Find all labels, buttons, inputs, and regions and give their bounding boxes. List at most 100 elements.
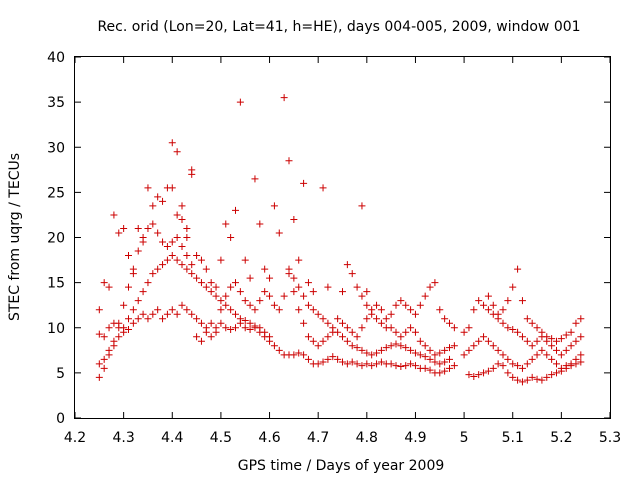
data-point [134,247,142,255]
data-point [533,337,541,345]
data-point [304,301,312,309]
data-point [465,324,473,332]
data-point [363,315,371,323]
data-point [149,270,157,278]
data-point [421,342,429,350]
data-point [295,306,303,314]
data-point [329,324,337,332]
data-point [475,371,483,379]
data-point [543,333,551,341]
data-point [523,337,531,345]
data-point [411,349,419,357]
data-point [154,229,162,237]
data-point [295,349,303,357]
data-point [363,360,371,368]
data-point [290,288,298,296]
data-point [120,301,128,309]
data-point [217,297,225,305]
x-tick-label: 4.6 [258,430,280,446]
data-points [95,94,585,386]
data-point [207,279,215,287]
y-tick-label: 25 [47,185,65,201]
data-point [95,306,103,314]
data-point [553,369,560,377]
data-point [460,351,468,359]
chart-title: Rec. orid (Lon=20, Lat=41, h=HE), days 0… [97,19,580,35]
data-point [377,358,385,366]
x-axis: 4.2 4.3 4.4 4.5 4.6 4.7 4.8 4.9 5 5.1 5.2 5.3 [64,57,621,446]
data-point [363,288,371,296]
data-point [538,346,546,354]
data-point [348,328,356,336]
data-point [110,337,118,345]
data-point [402,301,410,309]
data-point [465,371,473,379]
data-point [159,315,167,323]
data-point [246,274,254,282]
data-point [173,256,181,264]
data-point [309,306,317,314]
data-point [129,319,137,327]
data-point [290,274,298,282]
data-point [377,319,385,327]
data-point [197,337,205,345]
data-point [217,306,225,314]
data-point [300,179,308,187]
data-point [577,358,585,366]
data-point [139,288,147,296]
data-point [319,184,327,192]
data-point [95,330,103,338]
data-point [232,310,239,318]
data-point [100,279,108,287]
data-point [358,202,366,210]
y-axis-title: STEC from uqrg / TECUs [7,153,23,321]
data-point [480,369,488,377]
data-point [446,319,453,327]
data-point [212,283,220,291]
data-point [446,355,453,363]
data-point [290,215,298,223]
data-point [266,333,274,341]
data-point [407,360,415,368]
data-point [197,256,205,264]
data-point [392,328,400,336]
x-axis-title: GPS time / Days of year 2009 [238,458,445,474]
data-point [343,337,351,345]
data-point [533,375,541,383]
data-point [154,306,162,314]
data-point [222,301,230,309]
data-point [193,333,201,341]
data-point [348,342,356,350]
y-tick-label: 5 [56,366,65,382]
data-point [168,139,176,147]
data-point [407,324,415,332]
data-point [115,229,123,237]
data-point [304,333,312,341]
data-point [275,306,283,314]
data-point [402,362,410,370]
y-tick-label: 30 [47,140,65,156]
data-point [144,184,152,192]
data-point [193,315,201,323]
data-point [125,283,132,291]
data-point [548,335,556,343]
data-point [159,197,167,205]
data-point [295,256,303,264]
data-point [504,355,512,363]
data-point [373,301,381,309]
data-point [446,364,453,372]
data-point [358,292,366,300]
data-point [441,367,449,375]
data-point [373,349,381,357]
data-point [251,175,259,183]
data-point [125,252,132,260]
data-point [168,306,176,314]
data-point [509,360,517,368]
data-point [251,322,259,330]
data-point [178,215,186,223]
data-point [202,265,210,273]
data-point [188,170,196,178]
data-point [134,315,142,323]
data-point [246,319,254,327]
data-point [548,355,556,363]
